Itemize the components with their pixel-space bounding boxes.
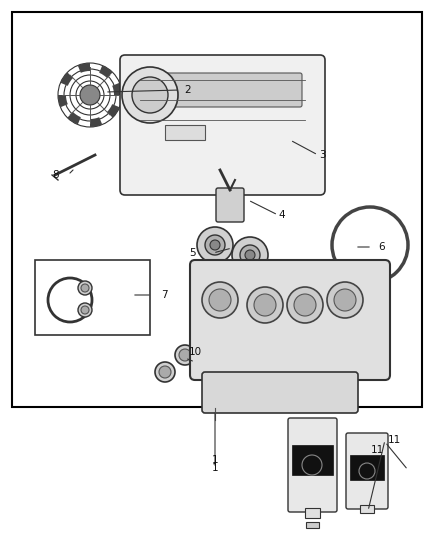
Bar (12, 12, 422, 407)
Circle shape (175, 345, 195, 365)
Text: 11: 11 (388, 435, 401, 445)
Text: 5: 5 (190, 248, 196, 258)
Text: 7: 7 (161, 290, 167, 300)
Circle shape (254, 294, 276, 316)
Text: 1: 1 (212, 463, 218, 473)
FancyBboxPatch shape (216, 188, 244, 222)
Circle shape (80, 85, 100, 105)
Circle shape (232, 237, 268, 273)
Circle shape (247, 287, 283, 323)
Circle shape (210, 240, 220, 250)
FancyBboxPatch shape (346, 433, 388, 509)
Circle shape (159, 366, 171, 378)
Bar (292, 445, 333, 475)
Wedge shape (78, 63, 90, 73)
Wedge shape (107, 104, 120, 118)
Circle shape (240, 245, 260, 265)
Wedge shape (67, 112, 81, 125)
Circle shape (81, 284, 89, 292)
FancyBboxPatch shape (190, 260, 390, 380)
Circle shape (202, 282, 238, 318)
Circle shape (179, 349, 191, 361)
Bar (350, 455, 384, 480)
Circle shape (81, 306, 89, 314)
Bar (165, 125, 205, 140)
Circle shape (205, 235, 225, 255)
Text: 8: 8 (53, 170, 59, 180)
Wedge shape (99, 66, 113, 78)
Wedge shape (60, 72, 73, 86)
Bar (306, 522, 319, 528)
Circle shape (197, 227, 233, 263)
Wedge shape (90, 117, 102, 127)
Circle shape (327, 282, 363, 318)
Circle shape (334, 289, 356, 311)
Text: 6: 6 (379, 242, 385, 252)
Bar (360, 505, 374, 513)
Bar (305, 508, 320, 518)
Text: 1: 1 (212, 455, 218, 465)
Circle shape (155, 362, 175, 382)
Wedge shape (112, 83, 122, 95)
Circle shape (122, 67, 178, 123)
Circle shape (78, 281, 92, 295)
FancyBboxPatch shape (288, 418, 337, 512)
Text: 11: 11 (371, 445, 384, 455)
Text: 4: 4 (279, 210, 285, 220)
Circle shape (209, 289, 231, 311)
Circle shape (245, 250, 255, 260)
Text: 3: 3 (319, 150, 325, 160)
Circle shape (78, 303, 92, 317)
FancyBboxPatch shape (143, 73, 302, 107)
Text: 10: 10 (188, 347, 201, 357)
Wedge shape (58, 95, 68, 107)
Circle shape (132, 77, 168, 113)
Bar (35, 260, 150, 335)
FancyBboxPatch shape (202, 372, 358, 413)
Circle shape (287, 287, 323, 323)
Circle shape (294, 294, 316, 316)
FancyBboxPatch shape (120, 55, 325, 195)
Text: 2: 2 (185, 85, 191, 95)
